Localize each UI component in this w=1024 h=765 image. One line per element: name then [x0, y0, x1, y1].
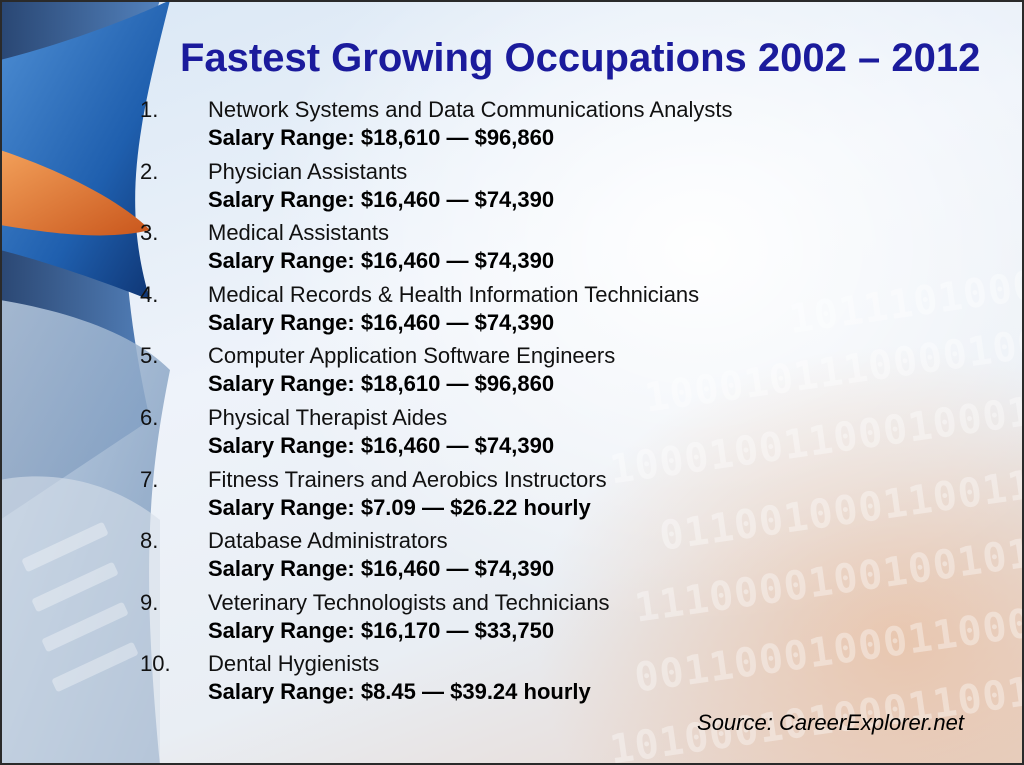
salary-range: Salary Range: $16,460 — $74,390 [208, 248, 555, 274]
item-number: 1. [140, 97, 159, 122]
item-number: 6. [140, 404, 159, 430]
list-item: 5. Computer Application Software Enginee… [140, 342, 1000, 404]
item-number: 4. [140, 281, 159, 307]
occupation-name: Physician Assistants [208, 158, 408, 184]
salary-range: Salary Range: $8.45 — $39.24 hourly [208, 679, 591, 705]
item-body: Database Administrators Salary Range: $1… [208, 527, 1000, 589]
occupation-name: Fitness Trainers and Aerobics Instructor… [208, 466, 607, 492]
occupation-name: Medical Assistants [208, 220, 389, 246]
occupation-name: Veterinary Technologists and Technicians [208, 589, 610, 615]
salary-range: Salary Range: $7.09 — $26.22 hourly [208, 494, 591, 520]
salary-range: Salary Range: $18,610 — $96,860 [208, 371, 555, 397]
occupation-name: Medical Records & Health Information Tec… [208, 281, 700, 307]
occupation-name: Physical Therapist Aides [208, 404, 448, 430]
list-item: 4. Medical Records & Health Information … [140, 281, 1000, 343]
list-item: 2. Physician Assistants Salary Range: $1… [140, 158, 1000, 220]
item-body: Network Systems and Data Communications … [208, 96, 1000, 158]
list-item: 1. Network Systems and Data Communicatio… [140, 96, 1000, 158]
salary-range: Salary Range: $16,170 — $33,750 [208, 617, 555, 643]
list-item: 7. Fitness Trainers and Aerobics Instruc… [140, 466, 1000, 528]
item-body: Veterinary Technologists and Technicians… [208, 589, 1000, 651]
item-body: Medical Assistants Salary Range: $16,460… [208, 219, 1000, 281]
item-body: Dental Hygienists Salary Range: $8.45 — … [208, 650, 1000, 712]
item-number: 2. [140, 158, 159, 184]
item-body: Physician Assistants Salary Range: $16,4… [208, 158, 1000, 220]
salary-range: Salary Range: $16,460 — $74,390 [208, 432, 555, 458]
salary-range: Salary Range: $16,460 — $74,390 [208, 309, 555, 335]
item-number: 9. [140, 589, 159, 615]
occupation-name: Network Systems and Data Communications … [208, 97, 733, 122]
occupation-name: Database Administrators [208, 528, 448, 554]
item-number: 7. [140, 466, 159, 492]
salary-range: Salary Range: $16,460 — $74,390 [208, 556, 555, 582]
list-item: 10. Dental Hygienists Salary Range: $8.4… [140, 650, 1000, 712]
item-body: Computer Application Software Engineers … [208, 342, 1000, 404]
list-item: 6. Physical Therapist Aides Salary Range… [140, 404, 1000, 466]
list-item: 9. Veterinary Technologists and Technici… [140, 589, 1000, 651]
item-body: Fitness Trainers and Aerobics Instructor… [208, 466, 1000, 528]
occupation-list: 1. Network Systems and Data Communicatio… [140, 96, 1000, 712]
salary-range: Salary Range: $18,610 — $96,860 [208, 125, 555, 150]
item-body: Medical Records & Health Information Tec… [208, 281, 1000, 343]
page-title: Fastest Growing Occupations 2002 – 2012 [180, 36, 981, 80]
item-number: 3. [140, 220, 159, 246]
list-item: 3. Medical Assistants Salary Range: $16,… [140, 219, 1000, 281]
item-number: 8. [140, 528, 159, 554]
list-item: 8. Database Administrators Salary Range:… [140, 527, 1000, 589]
salary-range: Salary Range: $16,460 — $74,390 [208, 186, 555, 212]
item-number: 10. [140, 651, 171, 677]
source-citation: Source: CareerExplorer.net [697, 710, 964, 735]
item-body: Physical Therapist Aides Salary Range: $… [208, 404, 1000, 466]
item-number: 5. [140, 343, 159, 369]
occupation-name: Computer Application Software Engineers [208, 343, 616, 369]
occupation-name: Dental Hygienists [208, 651, 380, 677]
